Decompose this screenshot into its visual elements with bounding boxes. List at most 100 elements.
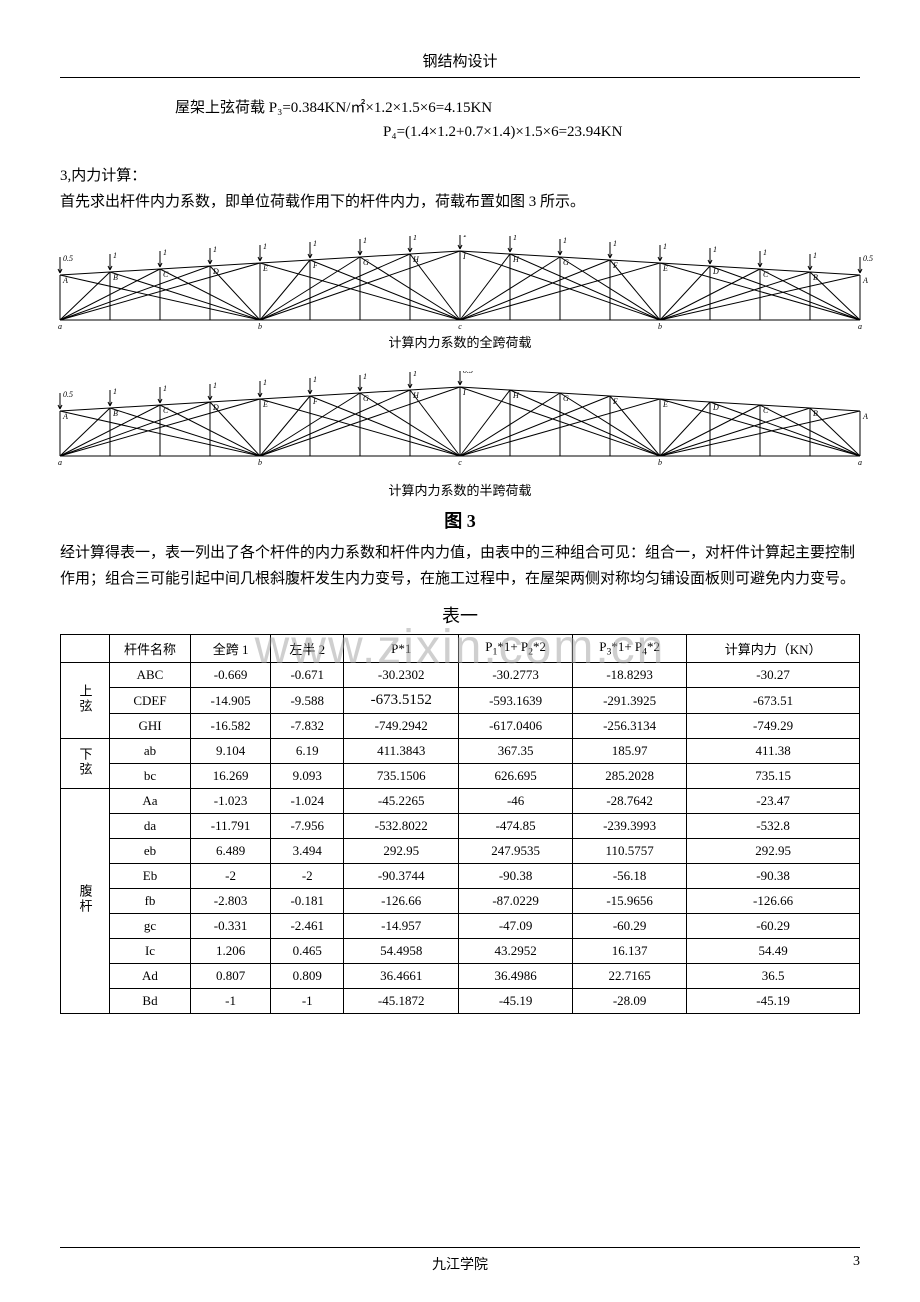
svg-text:1: 1 xyxy=(663,242,667,251)
table-cell: -16.582 xyxy=(191,714,271,739)
table-cell: bc xyxy=(110,764,191,789)
svg-text:B: B xyxy=(813,273,818,282)
svg-text:1: 1 xyxy=(163,384,167,393)
svg-text:H: H xyxy=(512,391,520,400)
table-cell: fb xyxy=(110,889,191,914)
svg-text:1: 1 xyxy=(763,248,767,257)
footer-page-number: 3 xyxy=(853,1254,860,1270)
svg-text:1: 1 xyxy=(163,248,167,257)
svg-text:I: I xyxy=(462,252,466,261)
svg-text:F: F xyxy=(312,397,318,406)
table-group-label: 上弦 xyxy=(61,663,110,739)
svg-text:C: C xyxy=(763,270,769,279)
table-cell: -60.29 xyxy=(573,914,687,939)
svg-text:c: c xyxy=(458,458,462,466)
svg-text:1: 1 xyxy=(313,375,317,384)
table-group-label: 腹杆 xyxy=(61,789,110,1014)
table-row: eb6.4893.494292.95247.9535110.5757292.95 xyxy=(61,839,860,864)
svg-text:0.5: 0.5 xyxy=(463,371,473,375)
table-cell: 22.7165 xyxy=(573,964,687,989)
svg-text:B: B xyxy=(113,409,118,418)
table-cell: 0.809 xyxy=(271,964,344,989)
svg-text:1: 1 xyxy=(513,235,517,242)
table-cell: -30.2773 xyxy=(459,663,573,688)
table-cell: CDEF xyxy=(110,688,191,714)
table-cell: -15.9656 xyxy=(573,889,687,914)
svg-text:A: A xyxy=(62,276,68,285)
svg-text:H: H xyxy=(412,391,420,400)
page-footer: 九江学院 3 xyxy=(60,1247,860,1274)
table-cell: 1.206 xyxy=(191,939,271,964)
table-cell: -45.2265 xyxy=(344,789,459,814)
table-cell: Eb xyxy=(110,864,191,889)
table-cell: -1 xyxy=(271,989,344,1014)
table-header-cell: P*1 xyxy=(344,635,459,663)
svg-text:B: B xyxy=(113,273,118,282)
table-cell: -1.024 xyxy=(271,789,344,814)
table-cell: 735.1506 xyxy=(344,764,459,789)
svg-text:A: A xyxy=(62,412,68,421)
table-cell: -30.27 xyxy=(687,663,860,688)
svg-text:0.5: 0.5 xyxy=(863,254,873,263)
svg-text:1: 1 xyxy=(363,236,367,245)
page-header-title: 钢结构设计 xyxy=(60,50,860,78)
svg-text:1: 1 xyxy=(213,381,217,390)
table-cell: 54.4958 xyxy=(344,939,459,964)
table-row: bc16.2699.093735.1506626.695285.2028735.… xyxy=(61,764,860,789)
table-cell: GHI xyxy=(110,714,191,739)
svg-text:H: H xyxy=(512,255,520,264)
svg-text:a: a xyxy=(58,322,62,330)
svg-text:b: b xyxy=(258,458,262,466)
table-header-cell: 杆件名称 xyxy=(110,635,191,663)
table-cell: -532.8022 xyxy=(344,814,459,839)
table-row: fb-2.803-0.181-126.66-87.0229-15.9656-12… xyxy=(61,889,860,914)
formula-line-1: P₃=0.384KN/㎡×1.2×1.5×6=4.15KN xyxy=(269,100,492,116)
table-cell: -14.957 xyxy=(344,914,459,939)
table-cell: -45.1872 xyxy=(344,989,459,1014)
truss-half-load-diagram: 0.5A1B1C1D1E1F1G1H0.5IHGFEDCBAabcba xyxy=(20,371,900,466)
table-cell: 411.3843 xyxy=(344,739,459,764)
force-table: 杆件名称全跨 1左半 2P*1P1*1+ P2*2P3*1+ P4*2计算内力（… xyxy=(60,634,860,1014)
formula-line-2: P₄=(1.4×1.2+0.7×1.4)×1.5×6=23.94KN xyxy=(383,124,622,140)
table-cell: -9.588 xyxy=(271,688,344,714)
table-row: GHI-16.582-7.832-749.2942-617.0406-256.3… xyxy=(61,714,860,739)
table-header-cell: 全跨 1 xyxy=(191,635,271,663)
table-cell: 16.137 xyxy=(573,939,687,964)
section-3-text: 首先求出杆件内力系数，即单位荷载作用下的杆件内力，荷载布置如图 3 所示。 xyxy=(60,190,860,216)
table-cell: -2.803 xyxy=(191,889,271,914)
svg-text:G: G xyxy=(563,258,569,267)
table-cell: -18.8293 xyxy=(573,663,687,688)
table-cell: -28.09 xyxy=(573,989,687,1014)
svg-text:E: E xyxy=(262,400,268,409)
svg-text:1: 1 xyxy=(263,378,267,387)
svg-text:1: 1 xyxy=(263,242,267,251)
table-cell: eb xyxy=(110,839,191,864)
table-cell: -90.38 xyxy=(459,864,573,889)
table-cell: -87.0229 xyxy=(459,889,573,914)
table-cell: -0.669 xyxy=(191,663,271,688)
table-cell: -46 xyxy=(459,789,573,814)
svg-text:E: E xyxy=(662,400,668,409)
table-cell: -2.461 xyxy=(271,914,344,939)
table-cell: -2 xyxy=(191,864,271,889)
table-cell: -90.3744 xyxy=(344,864,459,889)
table-cell: -47.09 xyxy=(459,914,573,939)
table-cell: 185.97 xyxy=(573,739,687,764)
table-cell: -673.51 xyxy=(687,688,860,714)
table-header-cell: 左半 2 xyxy=(271,635,344,663)
table-row: 上弦ABC-0.669-0.671-30.2302-30.2773-18.829… xyxy=(61,663,860,688)
table-cell: 9.104 xyxy=(191,739,271,764)
result-paragraph: 经计算得表一，表一列出了各个杆件的内力系数和杆件内力值，由表中的三种组合可见：组… xyxy=(60,541,860,592)
table-cell: -30.2302 xyxy=(344,663,459,688)
svg-text:G: G xyxy=(363,394,369,403)
section-3: 3,内力计算： 首先求出杆件内力系数，即单位荷载作用下的杆件内力，荷载布置如图 … xyxy=(60,164,860,215)
svg-text:a: a xyxy=(858,322,862,330)
table-cell: Aa xyxy=(110,789,191,814)
svg-text:0.5: 0.5 xyxy=(63,390,73,399)
svg-text:1: 1 xyxy=(563,236,567,245)
table-cell: 0.807 xyxy=(191,964,271,989)
table-row: Bd-1-1-45.1872-45.19-28.09-45.19 xyxy=(61,989,860,1014)
table-row: Ad0.8070.80936.466136.498622.716536.5 xyxy=(61,964,860,989)
svg-text:1: 1 xyxy=(113,387,117,396)
table-cell: 16.269 xyxy=(191,764,271,789)
